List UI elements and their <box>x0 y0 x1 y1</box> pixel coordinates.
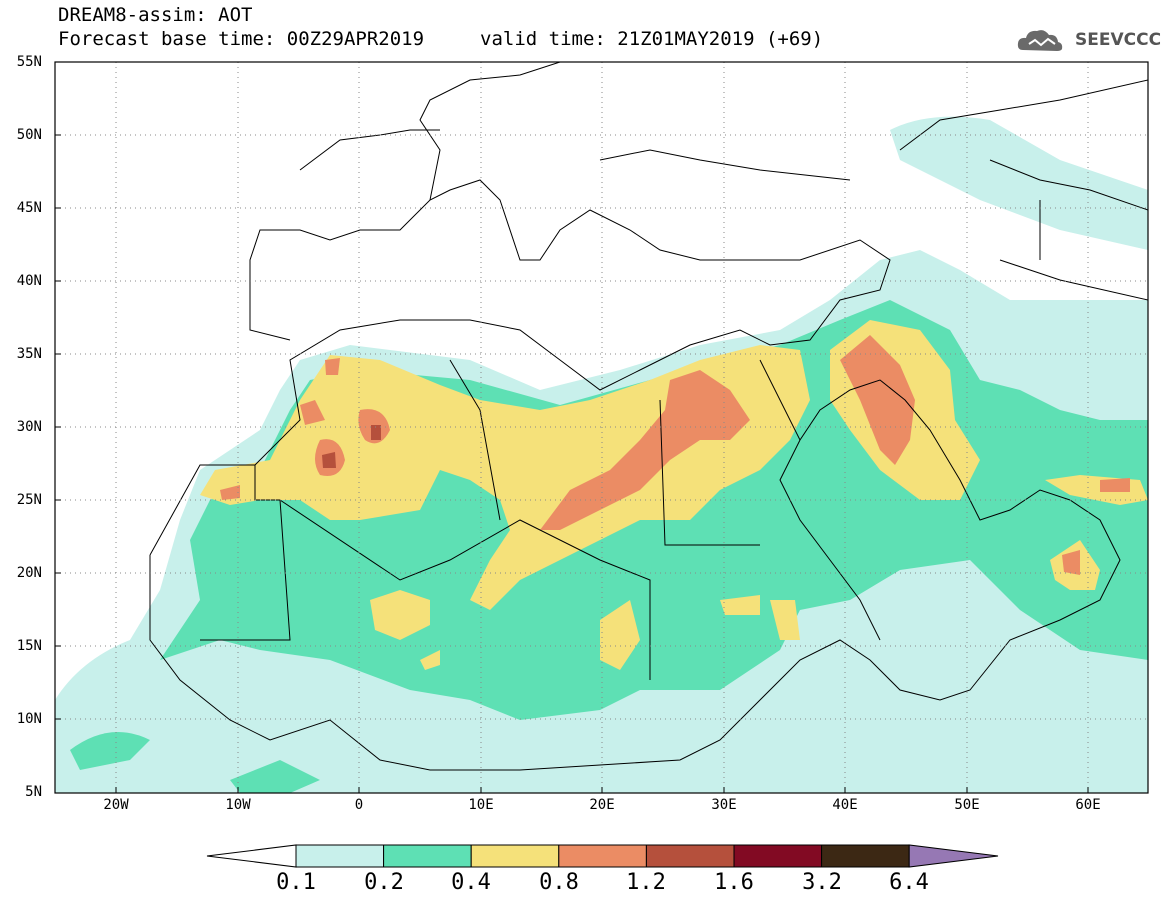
lat-label: 25N <box>16 492 42 508</box>
forecast-base-time: Forecast base time: 00Z29APR2019 <box>58 28 425 50</box>
coastlines <box>149 62 1148 771</box>
lon-label: 0 <box>354 797 364 813</box>
lat-label: 20N <box>16 565 42 581</box>
lat-label: 10N <box>16 711 42 727</box>
colorbar-label: 0.1 <box>276 870 316 895</box>
colorbar-label: 0.8 <box>539 870 579 895</box>
lon-label: 30E <box>711 797 737 813</box>
colorbar-label: 1.2 <box>626 870 666 895</box>
lat-label: 45N <box>16 200 42 216</box>
lat-label: 40N <box>16 273 42 289</box>
gridlines <box>55 62 1148 793</box>
aot-band-0.8 <box>220 335 1130 575</box>
lon-label: 60E <box>1075 797 1101 813</box>
logo-text: SEEVCCC <box>1075 30 1162 50</box>
map-title: DREAM8-assim: AOT <box>58 4 253 26</box>
lat-label: 5N <box>25 784 42 800</box>
lat-label: 50N <box>16 127 42 143</box>
lon-label: 20E <box>589 797 615 813</box>
lat-label: 35N <box>16 346 42 362</box>
colorbar-label: 0.4 <box>451 870 491 895</box>
lat-label: 15N <box>16 638 42 654</box>
lat-label: 55N <box>16 54 42 70</box>
lon-label: 20W <box>103 797 129 813</box>
lon-label: 10W <box>225 797 251 813</box>
cloud-icon <box>1017 30 1063 51</box>
lon-label: 10E <box>468 797 494 813</box>
lat-label: 30N <box>16 419 42 435</box>
lon-label: 50E <box>954 797 980 813</box>
colorbar-label: 0.2 <box>364 870 404 895</box>
aot-band-1.2 <box>322 425 381 468</box>
colorbar-label: 1.6 <box>714 870 754 895</box>
lon-label: 40E <box>832 797 858 813</box>
colorbar-label: 6.4 <box>889 870 929 895</box>
axis-ticks <box>55 61 1089 793</box>
colorbar-label: 3.2 <box>802 870 842 895</box>
valid-time: valid time: 21Z01MAY2019 (+69) <box>480 28 824 50</box>
